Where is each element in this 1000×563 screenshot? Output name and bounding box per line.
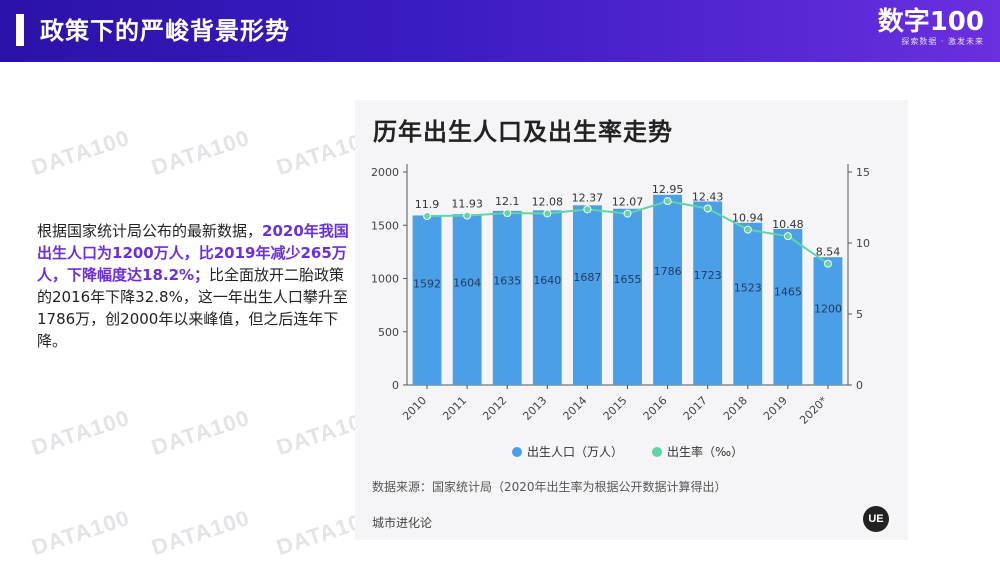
- rate-value-label: 11.93: [451, 198, 483, 211]
- y-left-tick-label: 1500: [371, 219, 399, 232]
- rate-point: [703, 204, 712, 213]
- publisher-logo: UE: [863, 506, 889, 532]
- rate-value-label: 12.43: [692, 190, 724, 203]
- bar-value-label: 1635: [493, 275, 521, 288]
- bar: [653, 194, 683, 385]
- bar-value-label: 1655: [614, 273, 642, 286]
- publisher-name: 城市进化论: [372, 516, 433, 530]
- watermark: DATA100: [148, 504, 253, 561]
- rate-point: [423, 212, 432, 221]
- page-title: 政策下的严峻背景形势: [40, 17, 290, 45]
- bar: [532, 210, 562, 385]
- bar: [773, 228, 803, 385]
- brand-logo-text: 数字100: [877, 7, 984, 37]
- legend-label-births: 出生人口（万人）: [527, 445, 623, 459]
- rate-point: [463, 211, 472, 220]
- bar-value-label: 1723: [694, 269, 722, 282]
- rate-value-label: 8.54: [816, 246, 841, 259]
- bar-value-label: 1687: [573, 271, 601, 284]
- rate-value-label: 12.1: [495, 195, 520, 208]
- y-right-tick-label: 10: [856, 237, 870, 250]
- y-left-tick-label: 1000: [371, 273, 399, 286]
- rate-value-label: 10.94: [732, 212, 764, 225]
- legend-marker-rate: [652, 447, 662, 457]
- y-left-tick-label: 500: [378, 326, 399, 339]
- x-tick-label: 2018: [721, 394, 750, 423]
- rate-point: [823, 259, 832, 268]
- legend-label-rate: 出生率（‰）: [667, 444, 743, 459]
- y-right-tick-label: 5: [856, 308, 863, 321]
- bar: [613, 208, 642, 385]
- rate-point: [743, 225, 752, 234]
- summary-line1: 根据国家统计局公布的最新数据，: [37, 222, 263, 240]
- bar: [572, 205, 602, 385]
- x-tick-label: 2015: [601, 394, 630, 423]
- bar: [452, 214, 482, 385]
- y-right-tick-label: 0: [856, 379, 863, 392]
- bar-value-label: 1786: [654, 265, 682, 278]
- watermark: DATA100: [148, 404, 253, 461]
- x-tick-label: 2013: [520, 394, 549, 423]
- rate-point: [663, 197, 672, 206]
- chart-title: 历年出生人口及出生率走势: [373, 118, 673, 146]
- rate-value-label: 11.9: [415, 198, 440, 211]
- rate-point: [543, 209, 552, 218]
- rate-point: [503, 209, 512, 218]
- x-tick-label: 2017: [681, 394, 710, 423]
- x-tick-label: 2016: [641, 394, 670, 423]
- data-source: 数据来源：国家统计局（2020年出生率为根据公开数据计算得出）: [372, 480, 727, 494]
- bar-value-label: 1465: [774, 285, 802, 298]
- summary-highlight: 2020年我国出生人口为1200万人，比2019年减少265万人，下降幅度达18…: [37, 222, 349, 284]
- rate-value-label: 12.07: [612, 196, 644, 209]
- brand-slogan: 探索数据 · 激发未来: [901, 37, 984, 46]
- bar: [733, 222, 763, 385]
- bar: [492, 210, 522, 385]
- rate-point: [783, 232, 792, 241]
- rate-point: [583, 205, 592, 214]
- x-tick-label: 2020*: [797, 394, 830, 427]
- header-bar: 政策下的严峻背景形势 数字100 探索数据 · 激发未来: [0, 0, 1000, 62]
- rate-value-label: 10.48: [772, 218, 804, 231]
- rate-value-label: 12.08: [532, 195, 564, 208]
- watermark: DATA100: [28, 124, 133, 181]
- x-tick-label: 2011: [440, 394, 469, 423]
- legend-marker-births: [512, 447, 522, 457]
- x-tick-label: 2014: [561, 394, 590, 423]
- summary-text: 根据国家统计局公布的最新数据，2020年我国出生人口为1200万人，比2019年…: [37, 220, 357, 352]
- bar-value-label: 1200: [814, 302, 842, 315]
- y-right-tick-label: 15: [856, 166, 870, 179]
- bar: [412, 215, 442, 385]
- x-tick-label: 2019: [761, 394, 790, 423]
- x-tick-label: 2012: [480, 394, 509, 423]
- watermark: DATA100: [28, 504, 133, 561]
- bar: [693, 201, 723, 385]
- x-tick-label: 2010: [400, 394, 429, 423]
- watermark: DATA100: [148, 124, 253, 181]
- watermark: DATA100: [28, 404, 133, 461]
- rate-value-label: 12.37: [572, 191, 604, 204]
- birth-chart: 0 500 1000 1500 2000 0 5 10 15 2010 2011 2012 2013 20…: [371, 164, 870, 459]
- bar-value-label: 1604: [453, 277, 481, 290]
- bar: [813, 257, 843, 385]
- bar-value-label: 1592: [413, 277, 441, 290]
- brand-logo: 数字100 探索数据 · 激发未来: [864, 8, 984, 54]
- y-left-tick-label: 2000: [371, 166, 399, 179]
- rate-value-label: 12.95: [652, 183, 684, 196]
- header-accent-bar: [16, 14, 24, 46]
- summary-rest: 比全面放开二胎政策的2016年下降32.8%，这一年出生人口攀升至1786万，创…: [37, 266, 348, 350]
- rate-point: [623, 209, 632, 218]
- y-left-tick-label: 0: [392, 379, 399, 392]
- chart-card: 历年出生人口及出生率走势 0 500 1000 1500 2000 0 5 10 15 2010 2…: [355, 100, 908, 540]
- bar-value-label: 1523: [734, 282, 762, 295]
- bar-value-label: 1640: [533, 274, 561, 287]
